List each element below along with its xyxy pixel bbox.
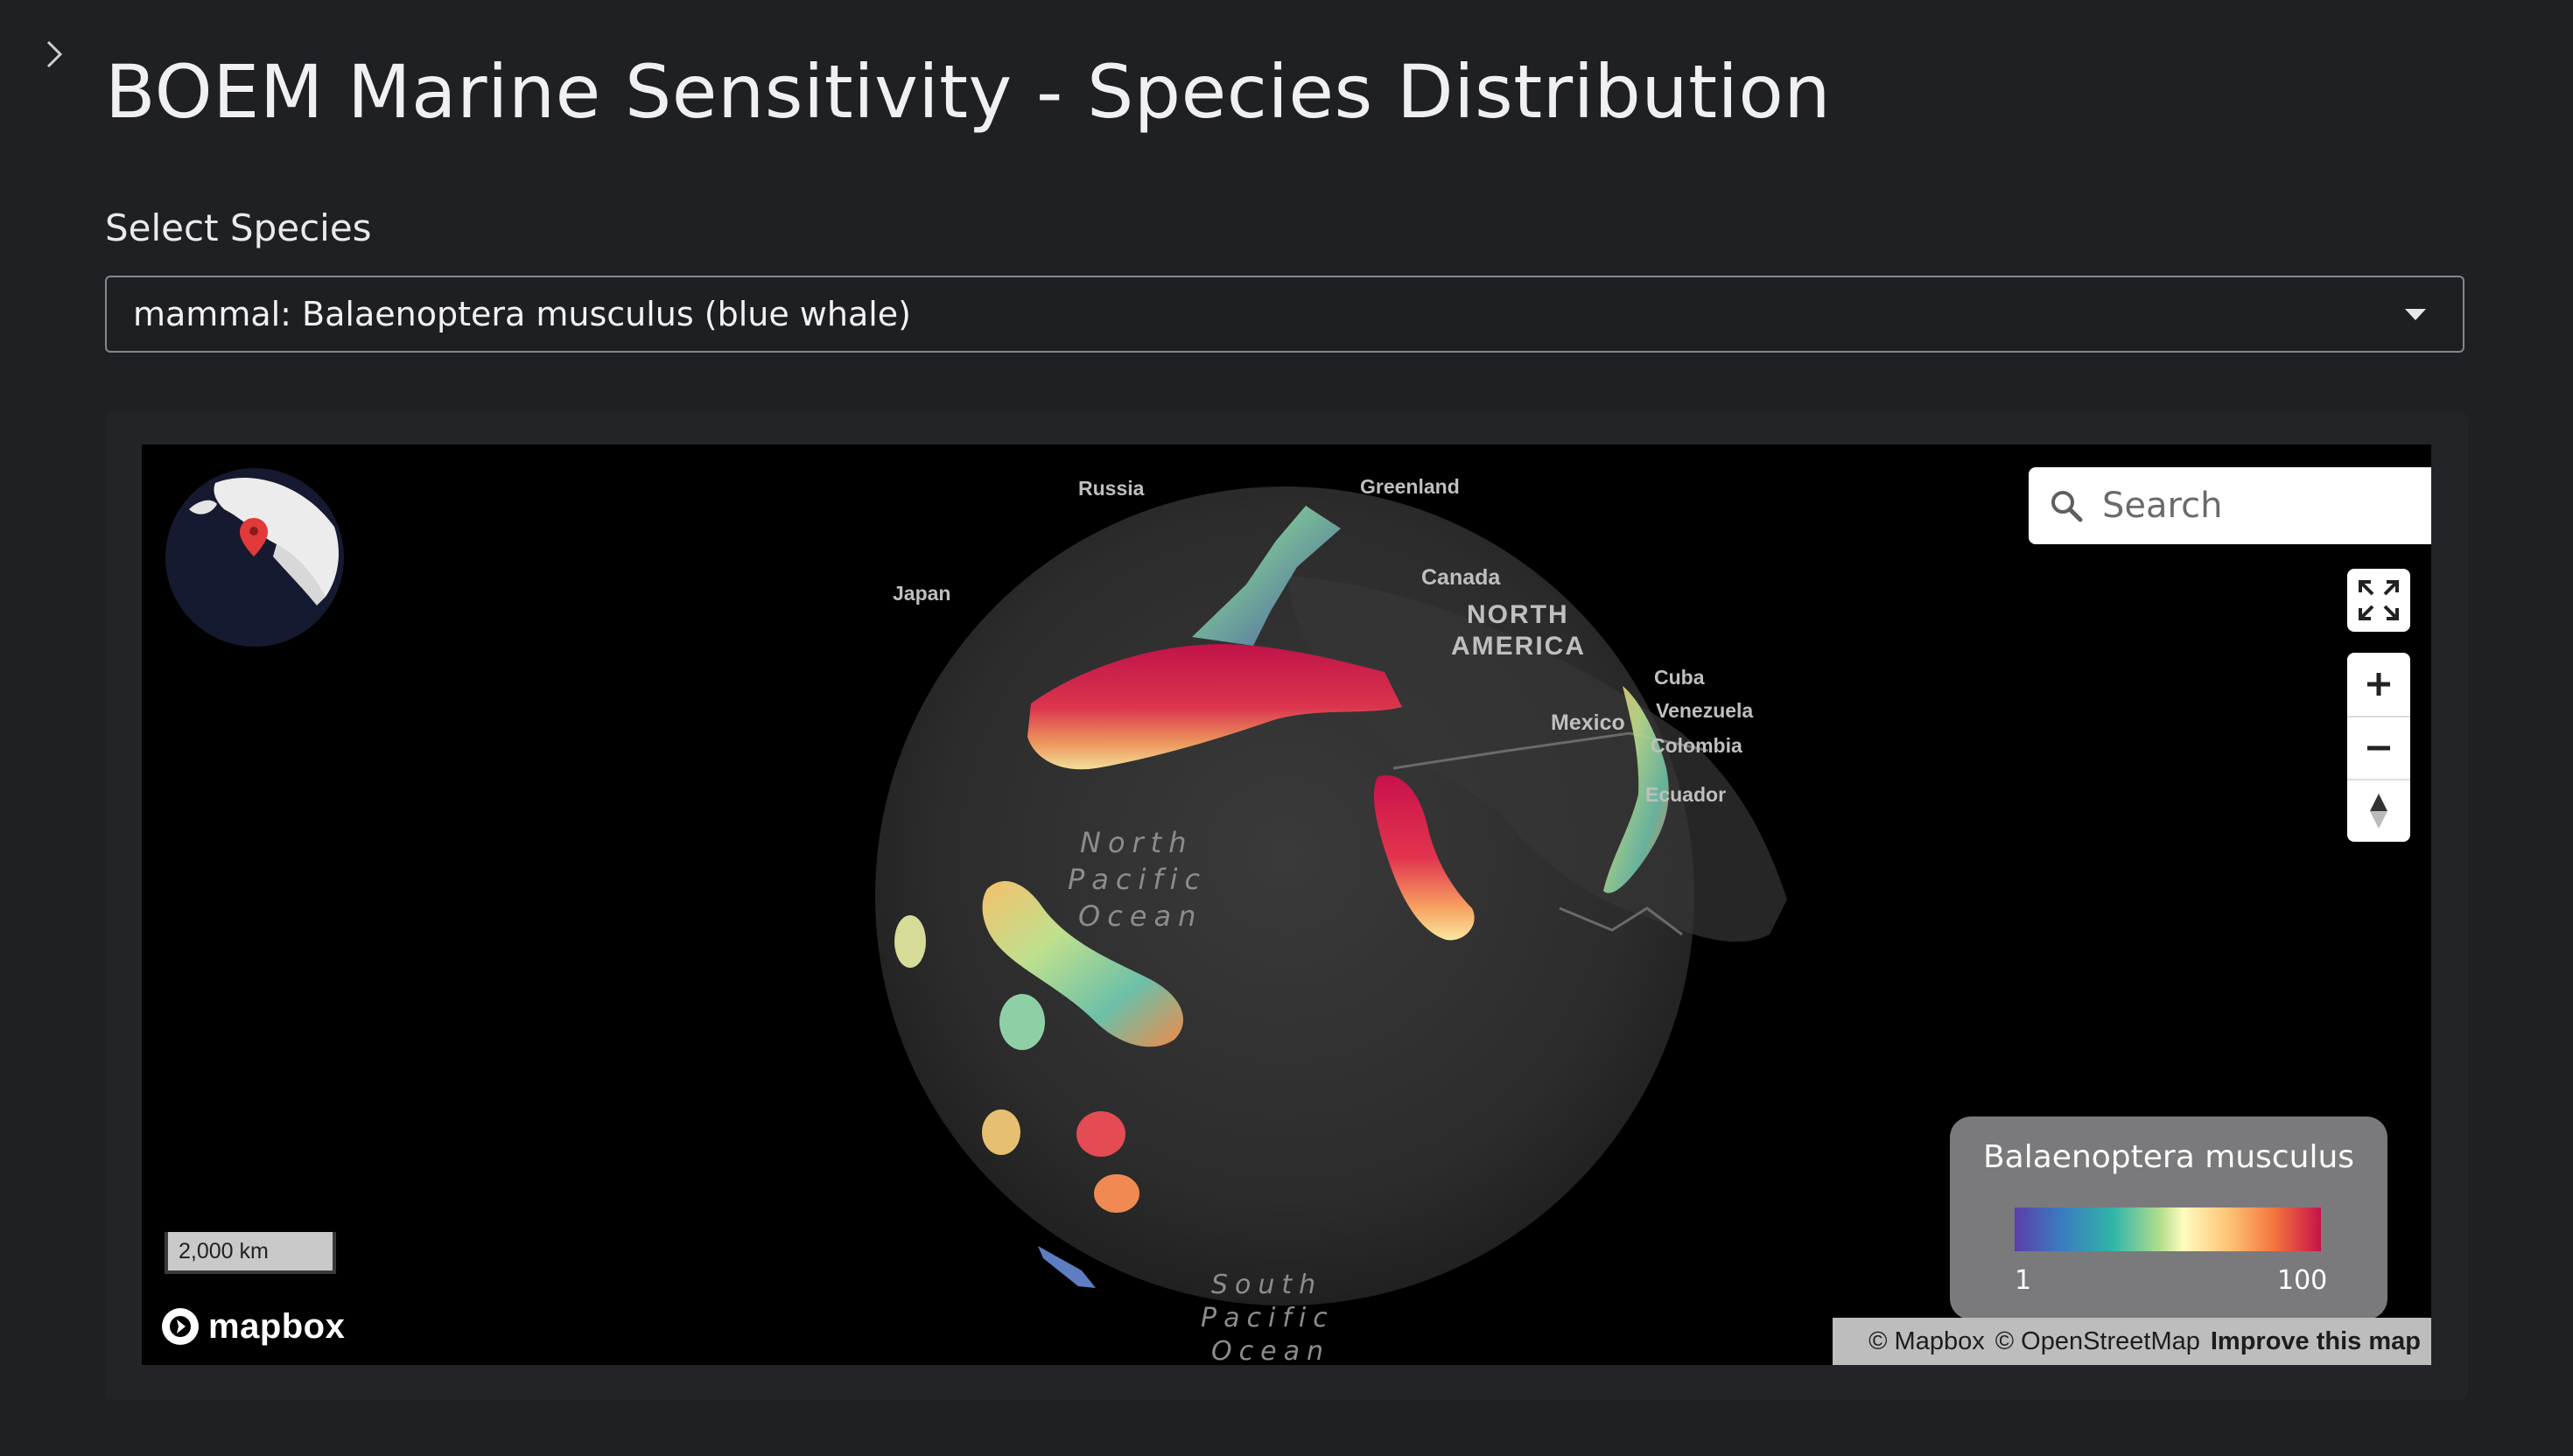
compass-button[interactable] <box>2347 779 2410 842</box>
distribution-east-coast <box>1603 686 1669 893</box>
caret-down-icon <box>2405 309 2426 320</box>
map-attribution: © Mapbox © OpenStreetMap Improve this ma… <box>1833 1318 2431 1365</box>
distribution-hawaii <box>982 881 1183 1047</box>
label-ecuador: Ecuador <box>1645 783 1726 806</box>
mapbox-wordmark: mapbox <box>208 1306 346 1346</box>
fullscreen-icon <box>2359 580 2399 620</box>
species-select-value: mammal: Balaenoptera musculus (blue whal… <box>133 295 912 333</box>
label-colombia: Colombia <box>1651 734 1742 757</box>
page-title: BOEM Marine Sensitivity - Species Distri… <box>105 49 1832 135</box>
label-north-pacific-1: North <box>1080 826 1194 859</box>
label-south-pacific-2: Pacific <box>1201 1303 1335 1334</box>
species-select[interactable]: mammal: Balaenoptera musculus (blue whal… <box>105 276 2464 353</box>
compass-icon <box>2370 794 2387 829</box>
species-select-label: Select Species <box>105 206 372 249</box>
distribution-patch <box>1076 1111 1125 1157</box>
label-south-pacific-3: Ocean <box>1211 1336 1330 1365</box>
improve-map-link[interactable]: Improve this map <box>2210 1326 2421 1355</box>
distribution-alaska <box>1027 644 1402 770</box>
distribution-patch <box>999 994 1045 1050</box>
legend-max: 100 <box>2277 1265 2328 1296</box>
map-view[interactable]: Russia Greenland Japan Canada NORTH AMER… <box>142 444 2431 1365</box>
distribution-patch <box>1094 1174 1139 1213</box>
label-north-america-2: AMERICA <box>1451 632 1586 661</box>
label-mexico: Mexico <box>1551 710 1625 735</box>
zoom-in-button[interactable] <box>2347 653 2410 716</box>
scale-bar: 2,000 km <box>165 1232 336 1274</box>
label-north-pacific-2: Pacific <box>1068 863 1207 896</box>
globe-map[interactable]: Russia Greenland Japan Canada NORTH AMER… <box>142 444 2431 1365</box>
map-legend: Balaenoptera musculus 1 100 <box>1950 1116 2387 1320</box>
label-cuba: Cuba <box>1654 666 1705 689</box>
sidebar-toggle[interactable] <box>35 35 74 74</box>
north-america-land <box>1288 576 1787 942</box>
map-search[interactable] <box>2029 467 2431 544</box>
legend-title: Balaenoptera musculus <box>1982 1139 2355 1175</box>
minimap-globe[interactable] <box>163 466 347 649</box>
legend-color-ramp <box>2015 1208 2321 1251</box>
search-icon <box>2051 491 2083 522</box>
label-north-america-1: NORTH <box>1467 600 1569 629</box>
distribution-patch <box>894 915 926 968</box>
distribution-patch <box>982 1110 1020 1155</box>
map-search-input[interactable] <box>2100 485 2431 527</box>
country-borders <box>1392 732 1709 936</box>
fullscreen-control <box>2347 569 2410 632</box>
label-south-pacific-1: South <box>1211 1270 1322 1300</box>
mapbox-logo[interactable]: mapbox <box>159 1306 345 1348</box>
distribution-bering <box>1192 506 1341 646</box>
label-north-pacific-3: Ocean <box>1078 900 1202 933</box>
chevron-right-icon <box>46 40 63 68</box>
zoom-in-icon <box>2367 673 2390 696</box>
fullscreen-button[interactable] <box>2347 569 2410 632</box>
zoom-out-icon <box>2367 746 2390 751</box>
attribution-osm-link[interactable]: © OpenStreetMap <box>1995 1326 2200 1355</box>
label-russia: Russia <box>1078 477 1145 500</box>
legend-min: 1 <box>2015 1265 2032 1296</box>
label-venezuela: Venezuela <box>1656 699 1753 722</box>
location-pin-icon <box>240 518 268 556</box>
label-greenland: Greenland <box>1360 475 1460 498</box>
distribution-patch <box>1038 1246 1096 1288</box>
mapbox-logo-icon <box>162 1308 199 1345</box>
attribution-mapbox-link[interactable]: © Mapbox <box>1868 1326 1985 1355</box>
zoom-out-button[interactable] <box>2347 716 2410 779</box>
label-canada: Canada <box>1421 565 1501 590</box>
label-japan: Japan <box>893 582 950 605</box>
navigation-control <box>2347 653 2410 842</box>
distribution-west-coast <box>1373 775 1475 941</box>
